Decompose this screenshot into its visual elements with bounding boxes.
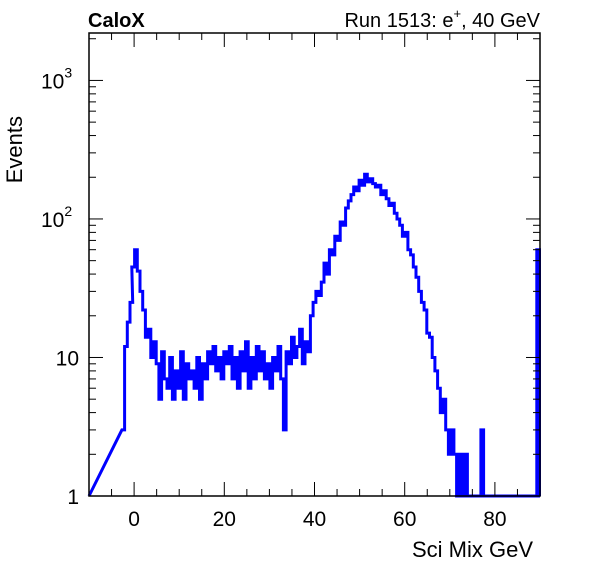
x-tick-label: 0: [128, 508, 140, 531]
y-tick-label-exponent: 3: [64, 64, 72, 80]
y-tick-label: 102: [41, 203, 72, 232]
y-tick-label: 103: [41, 64, 72, 93]
x-tick-label: 60: [393, 508, 416, 531]
header-right-sup: +: [453, 6, 461, 21]
y-tick-label-exponent: 2: [64, 203, 72, 219]
histogram-series-line: [87, 172, 541, 498]
y-tick-label: 10: [56, 347, 79, 370]
header-right-prefix: Run 1513: e: [344, 10, 453, 32]
header-right-suffix: , 40 GeV: [461, 10, 541, 32]
y-axis-title: Events: [2, 116, 27, 183]
x-tick-label: 80: [483, 508, 506, 531]
header-right-label: Run 1513: e+, 40 GeV: [344, 6, 540, 32]
x-tick-label: 40: [303, 508, 326, 531]
y-tick-label-base: 10: [41, 70, 64, 93]
header-left-label: CaloX: [88, 10, 145, 32]
y-tick-label: 1: [67, 486, 79, 509]
x-tick-label: 20: [213, 508, 236, 531]
histogram-layer: [87, 172, 541, 498]
x-axis-title: Sci Mix GeV: [412, 537, 533, 562]
y-tick-label-base: 10: [41, 209, 64, 232]
